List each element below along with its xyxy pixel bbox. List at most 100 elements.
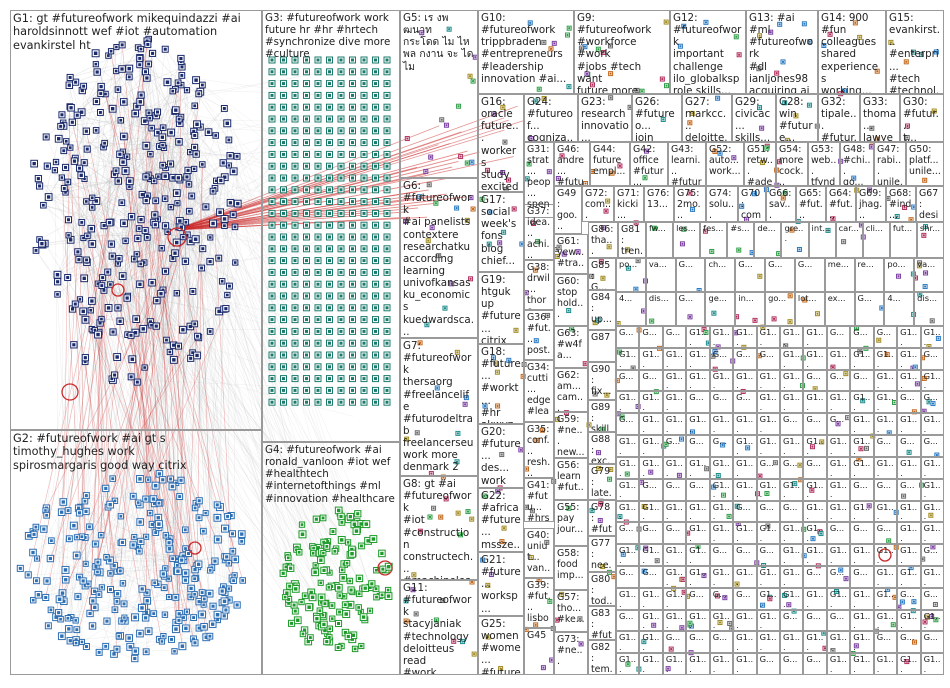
- edge: [90, 112, 101, 311]
- micro-group-label: G...: [806, 566, 821, 577]
- group-box-g41: G41: #futu... #hrs...: [524, 478, 554, 522]
- edge: [74, 51, 112, 162]
- micro-group-cell: G1...: [733, 478, 757, 501]
- micro-group-label: G1...: [665, 392, 683, 413]
- micro-group-cell: G1...: [756, 609, 780, 632]
- micro-group-cell: G1...: [756, 587, 780, 610]
- micro-group-label: G...: [689, 479, 704, 490]
- edge: [61, 511, 191, 598]
- micro-group-label: G1...: [619, 545, 636, 565]
- small-group-cell: ex...: [824, 292, 855, 326]
- micro-group-cell: G1...: [733, 413, 757, 436]
- edge: [167, 231, 196, 643]
- micro-group-cell: G...: [897, 587, 921, 610]
- group-box-g13: G13: #ai #ml #futureofwork #dl ianljones…: [746, 10, 818, 94]
- small-group-cell: fes...: [700, 222, 728, 258]
- small-group-label: po...: [619, 259, 638, 269]
- group-box-g32: G32: tipale... #futur...: [818, 94, 860, 142]
- micro-group-cell: G...: [662, 435, 687, 457]
- micro-group-label: G...: [829, 370, 845, 381]
- edge: [87, 136, 163, 150]
- group-box-g23: G23: research innovatio... join 21...: [578, 94, 632, 142]
- micro-group-label: G1...: [783, 545, 800, 565]
- group-label-g62: G62: am... cam...: [557, 370, 583, 412]
- micro-group-label: G1...: [923, 327, 941, 347]
- small-group-cell: in...: [735, 292, 766, 326]
- edge: [92, 227, 182, 601]
- edge: [126, 297, 170, 579]
- group-box-g30: G30: #futur... t...: [900, 94, 944, 142]
- group-label-g13: G13: #ai #ml #futureofwork #dl ianljones…: [749, 12, 814, 94]
- group-label-g9: G9: #futureofwork #workforce #work #jobs…: [577, 12, 652, 94]
- micro-group-label: G1...: [876, 610, 894, 631]
- edge: [149, 118, 310, 608]
- micro-group-label: G...: [900, 632, 915, 643]
- micro-group-cell: G1...: [686, 347, 710, 370]
- edge: [131, 153, 197, 217]
- micro-group-cell: G1...: [803, 587, 827, 610]
- micro-group-label: G1...: [900, 414, 918, 435]
- micro-group-cell: G1...: [826, 500, 851, 523]
- edge: [111, 180, 217, 379]
- group-box-g72: G72: com...: [582, 186, 614, 222]
- micro-group-label: G1...: [759, 414, 777, 435]
- group-label-g25: G25: women #wome... #future...: [481, 618, 521, 675]
- small-group-cell: va...: [914, 258, 944, 292]
- micro-group-label: G...: [876, 479, 892, 490]
- micro-group-cell: G...: [733, 347, 757, 370]
- edge: [91, 243, 100, 333]
- edge: [195, 79, 363, 203]
- edge: [125, 170, 363, 368]
- micro-group-cell: G1...: [780, 391, 804, 414]
- small-group-cell: re...: [854, 258, 885, 292]
- small-group-label: va...: [648, 259, 667, 269]
- edge: [146, 145, 194, 292]
- edge: [135, 224, 156, 333]
- micro-group-cell: G...: [662, 478, 687, 501]
- edge: [150, 321, 344, 578]
- group-label-g22: G22: #africa #future... mssze...: [481, 490, 521, 551]
- edge: [79, 516, 122, 578]
- edge: [66, 141, 195, 148]
- micro-group-cell: G1...: [686, 544, 710, 566]
- group-label-g17: G17: social week's fons blog chief...: [481, 194, 517, 267]
- micro-group-cell: G...: [709, 631, 734, 654]
- micro-group-cell: G1...: [803, 435, 827, 457]
- edge: [85, 47, 117, 564]
- group-box-g8: G8: gt #ai #futureofwork #iot #construct…: [400, 476, 478, 580]
- micro-group-cell: G1...: [756, 391, 780, 414]
- edge: [70, 319, 137, 641]
- micro-group-cell: G...: [920, 544, 944, 566]
- micro-group-label: G1...: [619, 588, 636, 609]
- small-group-cell: fw...: [646, 222, 674, 258]
- micro-group-label: G...: [712, 545, 728, 556]
- group-label-g30: G30: #futur... t...: [903, 96, 939, 142]
- group-box-g26: G26: #futureo... join 21...: [632, 94, 682, 142]
- micro-group-label: G1...: [689, 654, 707, 674]
- micro-group-label: G1...: [665, 654, 683, 674]
- edge: [94, 40, 148, 592]
- micro-group-cell: G1...: [733, 456, 757, 479]
- edge: [57, 294, 70, 539]
- edge: [117, 593, 146, 619]
- micro-group-label: G...: [783, 501, 798, 512]
- micro-group-label: G1...: [619, 436, 636, 456]
- micro-group-cell: G1...: [920, 609, 944, 632]
- micro-group-label: G1...: [736, 610, 754, 631]
- micro-group-label: G1...: [665, 545, 683, 565]
- micro-group-cell: G1...: [826, 456, 851, 479]
- micro-group-label: G1...: [829, 632, 847, 653]
- group-box-g50: G50: platf... unile...: [906, 142, 944, 186]
- edge: [48, 196, 126, 242]
- edge: [150, 321, 183, 647]
- micro-group-label: G...: [665, 479, 681, 490]
- group-box-g64: G64: #fut...: [826, 186, 856, 222]
- edge: [200, 91, 351, 349]
- micro-group-cell: G1...: [897, 653, 921, 675]
- micro-group-label: G1...: [689, 414, 707, 435]
- small-group-label: shr...: [919, 223, 941, 233]
- micro-group-cell: G...: [686, 631, 710, 654]
- micro-group-cell: G1...: [850, 544, 874, 566]
- small-group-cell: G...: [735, 258, 766, 292]
